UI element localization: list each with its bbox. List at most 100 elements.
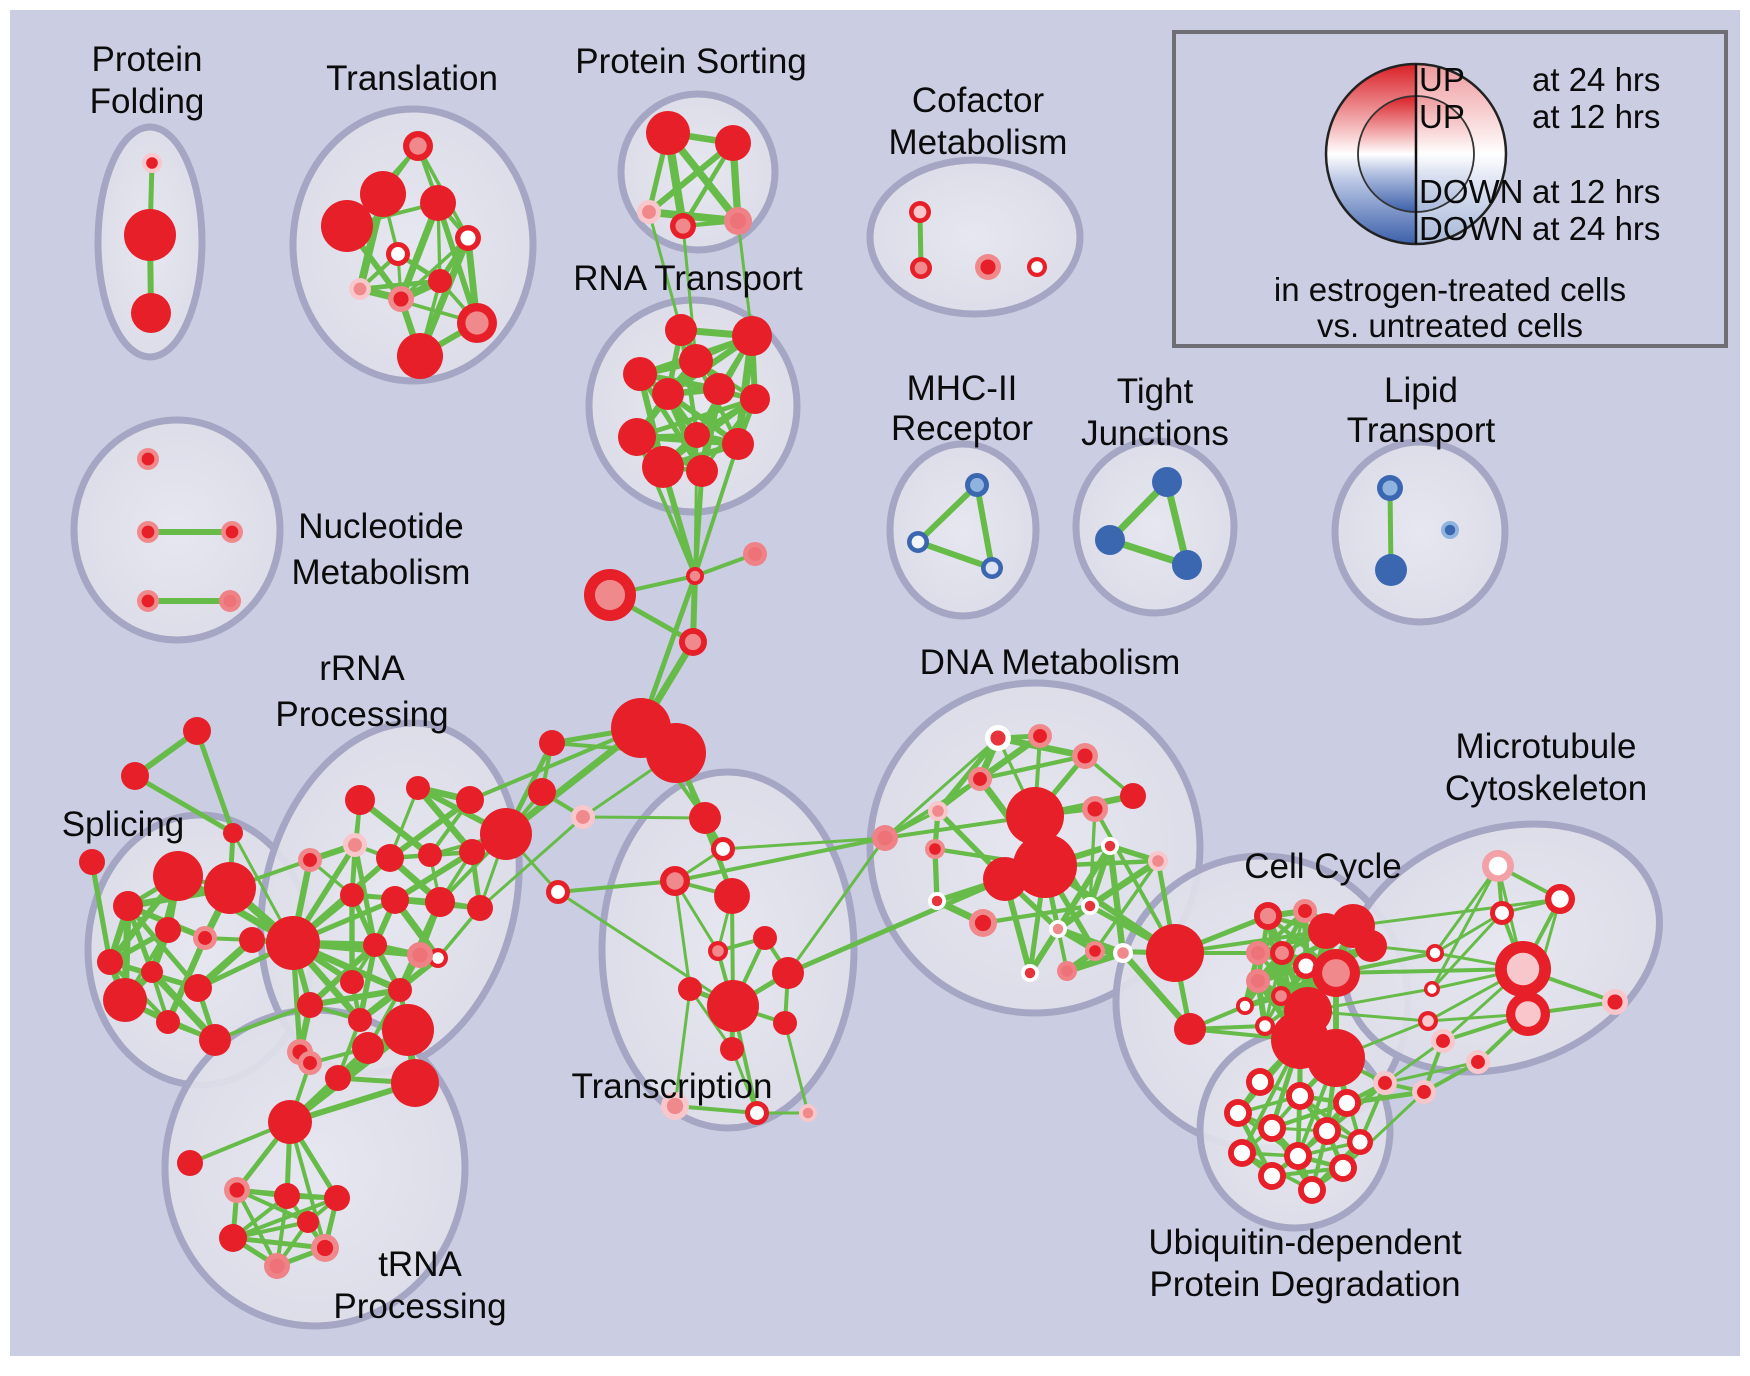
network-node[interactable] — [1258, 1114, 1286, 1142]
network-node[interactable] — [193, 926, 217, 950]
network-node[interactable] — [406, 776, 430, 800]
network-node[interactable] — [1545, 884, 1575, 914]
network-node[interactable] — [1172, 550, 1202, 580]
network-node[interactable] — [223, 823, 243, 843]
network-node[interactable] — [1255, 1016, 1275, 1036]
network-node[interactable] — [1028, 724, 1052, 748]
network-node[interactable] — [1027, 257, 1047, 277]
network-node[interactable] — [799, 1104, 817, 1122]
network-node[interactable] — [457, 303, 497, 343]
network-node[interactable] — [266, 916, 320, 970]
network-node[interactable] — [745, 1101, 769, 1125]
network-node[interactable] — [456, 786, 484, 814]
network-node[interactable] — [1271, 986, 1291, 1006]
network-node[interactable] — [1602, 989, 1628, 1015]
network-node[interactable] — [686, 567, 704, 585]
network-node[interactable] — [539, 730, 565, 756]
network-node[interactable] — [418, 843, 442, 867]
network-node[interactable] — [571, 805, 595, 829]
network-node[interactable] — [397, 333, 443, 379]
network-node[interactable] — [1085, 941, 1105, 961]
network-node[interactable] — [219, 1224, 247, 1252]
network-node[interactable] — [1246, 969, 1270, 993]
network-node[interactable] — [975, 254, 1001, 280]
network-node[interactable] — [137, 448, 159, 470]
network-node[interactable] — [928, 892, 946, 910]
network-node[interactable] — [480, 808, 532, 860]
network-node[interactable] — [584, 569, 636, 621]
network-node[interactable] — [1313, 1117, 1341, 1145]
network-node[interactable] — [1482, 850, 1514, 882]
network-node[interactable] — [1113, 943, 1133, 963]
network-node[interactable] — [618, 418, 656, 456]
network-node[interactable] — [981, 557, 1003, 579]
network-node[interactable] — [965, 473, 989, 497]
network-node[interactable] — [689, 802, 721, 834]
network-node[interactable] — [715, 125, 751, 161]
network-node[interactable] — [652, 378, 684, 410]
network-node[interactable] — [467, 895, 493, 921]
network-node[interactable] — [1146, 924, 1204, 982]
network-node[interactable] — [340, 883, 364, 907]
network-node[interactable] — [1224, 1099, 1252, 1127]
network-node[interactable] — [773, 1011, 797, 1035]
network-node[interactable] — [1006, 787, 1064, 845]
network-node[interactable] — [707, 980, 759, 1032]
network-node[interactable] — [1347, 1129, 1373, 1155]
network-node[interactable] — [297, 1211, 319, 1233]
network-node[interactable] — [686, 455, 718, 487]
network-node[interactable] — [121, 762, 149, 790]
network-node[interactable] — [740, 384, 770, 414]
network-node[interactable] — [872, 825, 898, 851]
network-node[interactable] — [1355, 930, 1387, 962]
network-node[interactable] — [703, 373, 735, 405]
network-node[interactable] — [1284, 1142, 1312, 1170]
network-node[interactable] — [1081, 897, 1099, 915]
network-node[interactable] — [1254, 902, 1282, 930]
network-node[interactable] — [204, 862, 256, 914]
network-node[interactable] — [1095, 525, 1125, 555]
network-node[interactable] — [711, 837, 735, 861]
network-node[interactable] — [1082, 796, 1108, 822]
network-node[interactable] — [221, 521, 243, 543]
network-node[interactable] — [546, 880, 570, 904]
network-node[interactable] — [1298, 1176, 1326, 1204]
network-node[interactable] — [1329, 1154, 1357, 1182]
network-node[interactable] — [1286, 1082, 1314, 1110]
network-node[interactable] — [298, 848, 322, 872]
network-node[interactable] — [459, 839, 485, 865]
network-node[interactable] — [646, 723, 706, 783]
network-node[interactable] — [1057, 961, 1077, 981]
network-node[interactable] — [388, 978, 412, 1002]
network-node[interactable] — [1506, 992, 1550, 1036]
network-node[interactable] — [155, 917, 181, 943]
network-node[interactable] — [1373, 1071, 1397, 1095]
network-node[interactable] — [1258, 1162, 1286, 1190]
network-node[interactable] — [1418, 1011, 1438, 1031]
network-node[interactable] — [131, 293, 171, 333]
network-node[interactable] — [753, 926, 777, 950]
network-node[interactable] — [183, 717, 211, 745]
network-node[interactable] — [724, 207, 752, 235]
network-node[interactable] — [637, 200, 661, 224]
network-node[interactable] — [97, 949, 123, 975]
network-node[interactable] — [1293, 899, 1317, 923]
network-node[interactable] — [928, 801, 948, 821]
network-node[interactable] — [382, 1004, 434, 1056]
network-node[interactable] — [1424, 981, 1440, 997]
network-node[interactable] — [528, 778, 556, 806]
network-node[interactable] — [678, 977, 702, 1001]
network-node[interactable] — [153, 851, 203, 901]
network-node[interactable] — [720, 1037, 744, 1061]
network-node[interactable] — [386, 242, 410, 266]
network-node[interactable] — [352, 1032, 384, 1064]
network-node[interactable] — [141, 961, 163, 983]
network-node[interactable] — [1377, 475, 1403, 501]
network-node[interactable] — [968, 767, 992, 791]
network-node[interactable] — [420, 185, 456, 221]
network-node[interactable] — [1236, 997, 1254, 1015]
network-node[interactable] — [983, 857, 1027, 901]
network-node[interactable] — [1431, 1029, 1455, 1053]
network-node[interactable] — [376, 844, 404, 872]
network-node[interactable] — [219, 590, 241, 612]
